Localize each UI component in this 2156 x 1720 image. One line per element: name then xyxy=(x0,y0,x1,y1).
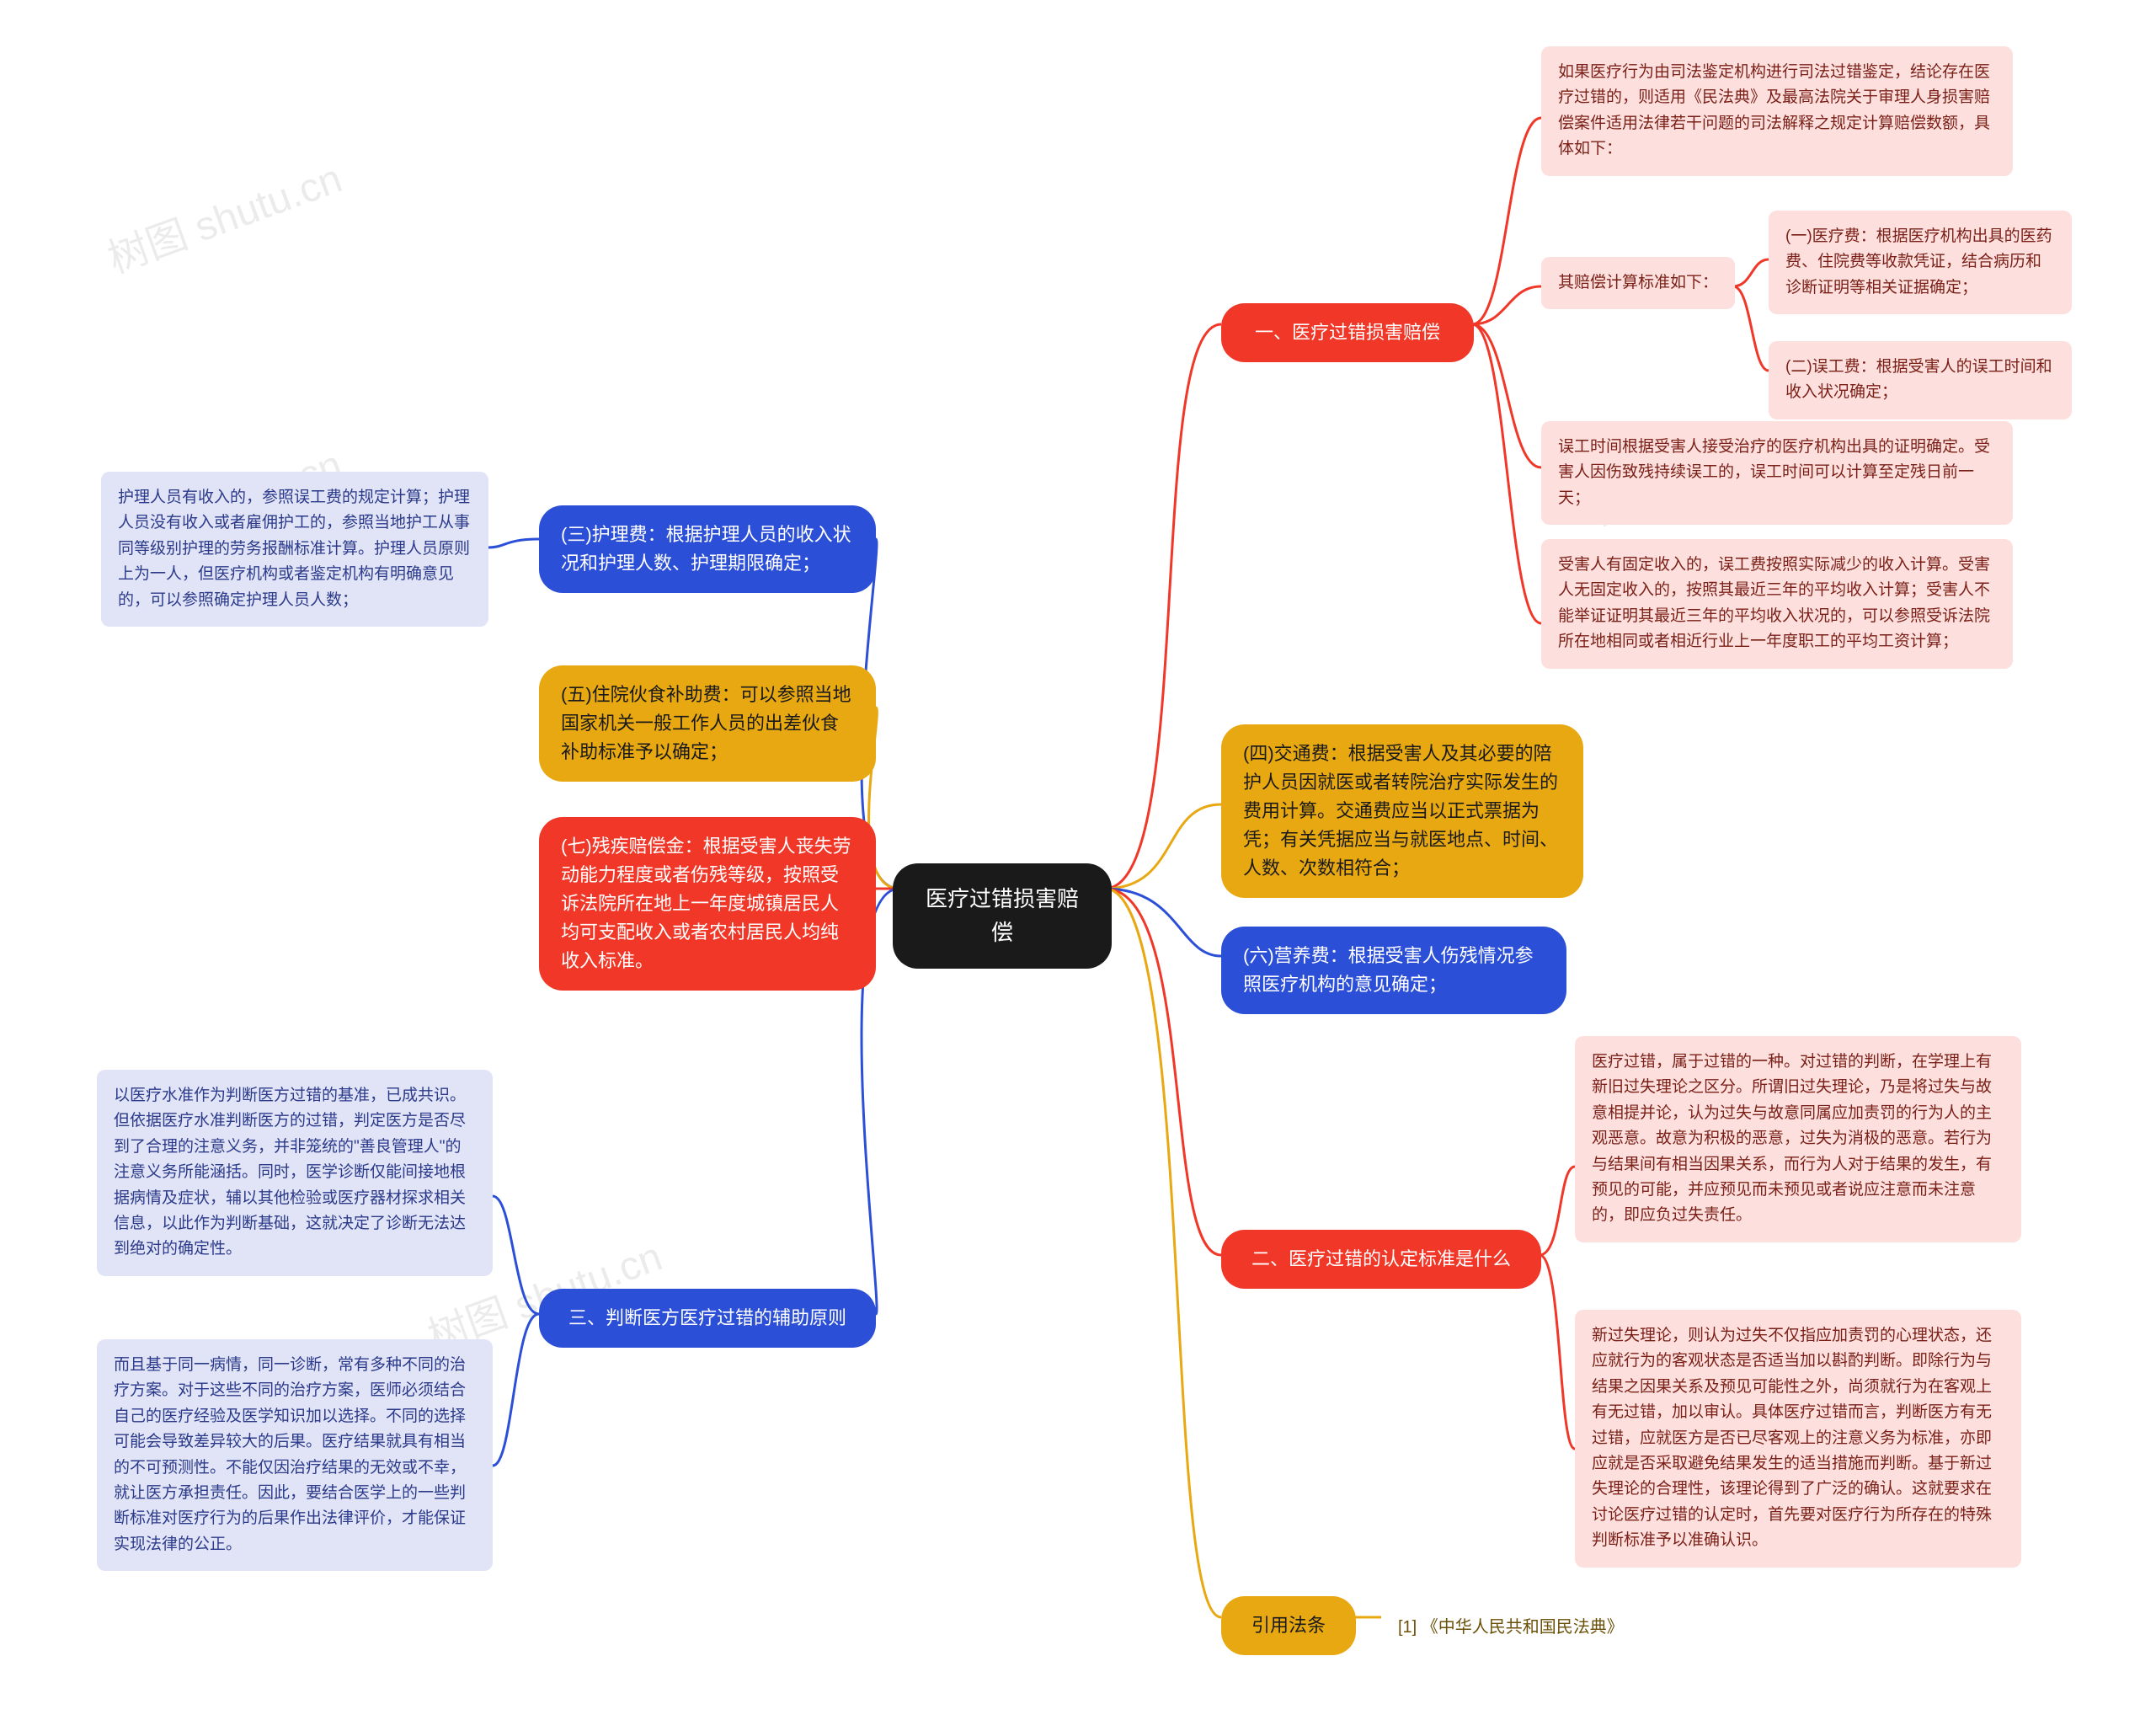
item-5[interactable]: (五)住院伙食补助费：可以参照当地国家机关一般工作人员的出差伙食补助标准予以确定… xyxy=(539,665,876,782)
section-2-label: 二、医疗过错的认定标准是什么 xyxy=(1251,1248,1511,1269)
s1-leaf-3: 受害人有固定收入的，误工费按照实际减少的收入计算。受害人无固定收入的，按照其最近… xyxy=(1541,539,2013,669)
s1-leaf-1-sub-0: (一)医疗费：根据医疗机构出具的医药费、住院费等收款凭证，结合病历和诊断证明等相… xyxy=(1769,211,2072,314)
item-3[interactable]: (三)护理费：根据护理人员的收入状况和护理人数、护理期限确定； xyxy=(539,505,876,593)
item-3-leaf: 护理人员有收入的，参照误工费的规定计算；护理人员没有收入或者雇佣护工的，参照当地… xyxy=(101,472,488,627)
section-3-label: 三、判断医方医疗过错的辅助原则 xyxy=(568,1307,846,1328)
center-label: 医疗过错损害赔偿 xyxy=(926,886,1079,945)
item-7-label: (七)残疾赔偿金：根据受害人丧失劳动能力程度或者伤残等级，按照受诉法院所在地上一… xyxy=(561,836,851,971)
item-6-label: (六)营养费：根据受害人伤残情况参照医疗机构的意见确定； xyxy=(1243,945,1534,995)
s1-leaf-2: 误工时间根据受害人接受治疗的医疗机构出具的证明确定。受害人因伤致残持续误工的，误… xyxy=(1541,421,2013,525)
section-3[interactable]: 三、判断医方医疗过错的辅助原则 xyxy=(539,1289,876,1348)
item-7[interactable]: (七)残疾赔偿金：根据受害人丧失劳动能力程度或者伤残等级，按照受诉法院所在地上一… xyxy=(539,817,876,991)
s3-leaf-1: 而且基于同一病情，同一诊断，常有多种不同的治疗方案。对于这些不同的治疗方案，医师… xyxy=(97,1339,493,1571)
item-3-label: (三)护理费：根据护理人员的收入状况和护理人数、护理期限确定； xyxy=(561,524,851,574)
item-4-label: (四)交通费：根据受害人及其必要的陪护人员因就医或者转院治疗实际发生的费用计算。… xyxy=(1243,743,1558,879)
s3-leaf-0: 以医疗水准作为判断医方过错的基准，已成共识。但依据医疗水准判断医方的过错，判定医… xyxy=(97,1070,493,1276)
item-6[interactable]: (六)营养费：根据受害人伤残情况参照医疗机构的意见确定； xyxy=(1221,927,1566,1014)
s2-leaf-1: 新过失理论，则认为过失不仅指应加责罚的心理状态，还应就行为的客观状态是否适当加以… xyxy=(1575,1310,2021,1568)
item-4[interactable]: (四)交通费：根据受害人及其必要的陪护人员因就医或者转院治疗实际发生的费用计算。… xyxy=(1221,724,1583,898)
watermark: 树图 shutu.cn xyxy=(99,145,349,284)
s1-leaf-1: 其赔偿计算标准如下： xyxy=(1541,257,1735,309)
section-4-label: 引用法条 xyxy=(1251,1615,1326,1636)
s1-leaf-1-sub-1: (二)误工费：根据受害人的误工时间和收入状况确定； xyxy=(1769,341,2072,419)
s1-leaf-0: 如果医疗行为由司法鉴定机构进行司法过错鉴定，结论存在医疗过错的，则适用《民法典》… xyxy=(1541,46,2013,176)
s2-leaf-0: 医疗过错，属于过错的一种。对过错的判断，在学理上有新旧过失理论之区分。所谓旧过失… xyxy=(1575,1036,2021,1242)
item-5-label: (五)住院伙食补助费：可以参照当地国家机关一般工作人员的出差伙食补助标准予以确定… xyxy=(561,684,851,762)
section-1-label: 一、医疗过错损害赔偿 xyxy=(1255,322,1440,343)
s4-leaf: [1] 《中华人民共和国民法典》 xyxy=(1381,1600,1668,1654)
section-1[interactable]: 一、医疗过错损害赔偿 xyxy=(1221,303,1474,362)
center-node[interactable]: 医疗过错损害赔偿 xyxy=(893,863,1112,969)
section-4[interactable]: 引用法条 xyxy=(1221,1596,1356,1655)
section-2[interactable]: 二、医疗过错的认定标准是什么 xyxy=(1221,1230,1541,1289)
